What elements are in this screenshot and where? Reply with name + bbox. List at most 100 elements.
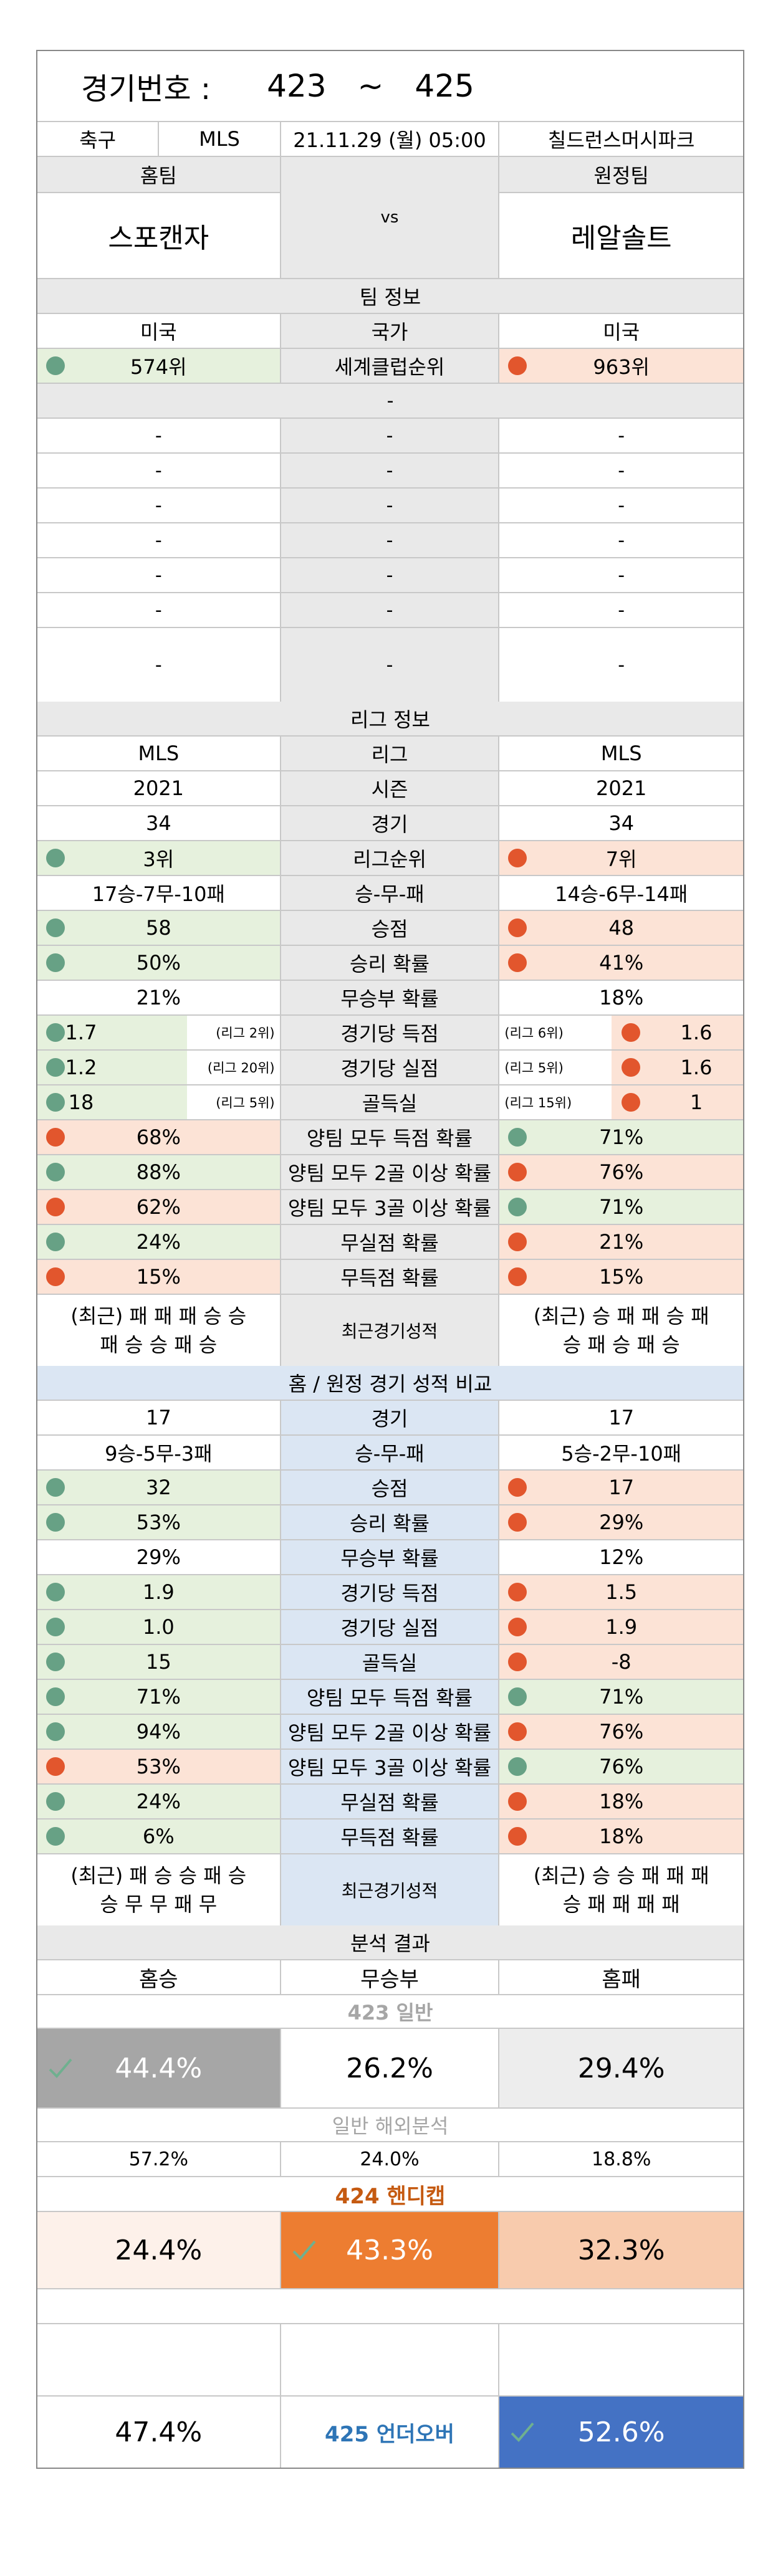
btts3-label: 양팀 모두 3골 이상 확률 <box>281 1190 500 1224</box>
home-cs: 24% <box>37 1785 281 1818</box>
match-number-row: 경기번호 : 423 ~ 425 <box>37 51 743 122</box>
overseas-row: 57.2% 24.0% 18.8% <box>37 2142 743 2177</box>
away-country: 미국 <box>603 320 640 344</box>
general-home-win: 44.4% <box>37 2029 281 2107</box>
btts-label: 양팀 모두 득점 확률 <box>281 1680 500 1714</box>
handicap-draw-value: 43.3% <box>346 2234 433 2266</box>
btts3-row: 62% 양팀 모두 3골 이상 확률 71% <box>37 1190 743 1225</box>
match-number-from: 423 <box>267 68 327 104</box>
away-world-rank: 963위 <box>499 349 743 383</box>
handicap-row: 24.4% 43.3% 32.3% <box>37 2212 743 2289</box>
away-points: 17 <box>499 1471 743 1504</box>
bad-indicator-icon <box>622 1058 641 1077</box>
games-label: 경기 <box>281 1401 500 1434</box>
bad-indicator-icon <box>508 849 527 867</box>
win-rate-label: 승리 확률 <box>281 1505 500 1539</box>
analysis-section: 분석 결과 <box>37 1925 743 1960</box>
underover-title: 425 언더오버 <box>281 2397 500 2468</box>
home-gd: 15 <box>37 1645 281 1679</box>
good-indicator-icon <box>46 1618 65 1636</box>
general-home-loss: 29.4% <box>499 2029 743 2107</box>
handicap-title: 424 핸디캡 <box>335 2183 446 2209</box>
blank-row: --- <box>37 489 743 523</box>
away-ga: (리그 5위) 1.6 <box>499 1051 743 1084</box>
home-cs-value: 24% <box>136 1790 181 1813</box>
away-wdl: 14승-6무-14패 <box>499 876 743 910</box>
home-world-rank-value: 574위 <box>130 355 187 379</box>
league-info-section: 리그 정보 <box>37 702 743 737</box>
team-info-section: 팀 정보 <box>37 279 743 314</box>
cs-label: 무실점 확률 <box>281 1225 500 1259</box>
home-btts3: 62% <box>37 1190 281 1224</box>
away-gf: (리그 6위) 1.6 <box>499 1016 743 1049</box>
home-cs-value: 24% <box>136 1230 181 1254</box>
away-points-value: 17 <box>608 1476 635 1499</box>
home-wdl: 17승-7무-10패 <box>37 876 281 910</box>
blank-cell: - <box>281 489 500 522</box>
general-title-row: 423 일반 <box>37 1995 743 2029</box>
ga-label: 경기당 실점 <box>281 1610 500 1644</box>
home-country: 미국 <box>37 314 281 348</box>
blank-cell: - <box>37 454 281 487</box>
wdl-row: 17승-7무-10패 승-무-패 14승-6무-14패 <box>37 876 743 911</box>
overseas-title-row: 일반 해외분석 <box>37 2109 743 2142</box>
blank-row: --- <box>37 628 743 702</box>
away-season: 2021 <box>499 771 743 805</box>
away-team-label: 원정팀 <box>499 157 743 193</box>
homeaway-rows: 17 경기 17 9승-5무-3패 승-무-패 5승-2무-10패 32 승점 17 53% 승리 … <box>37 1401 743 1925</box>
blank-row: --- <box>37 454 743 489</box>
games-row: 34 경기 34 <box>37 806 743 841</box>
away-cs: 21% <box>499 1225 743 1259</box>
away-draw-rate: 18% <box>499 981 743 1014</box>
away-cs: 18% <box>499 1785 743 1818</box>
team-info-subheader-text: - <box>386 389 394 412</box>
btts-row: 68% 양팀 모두 득점 확률 71% <box>37 1120 743 1155</box>
good-indicator-icon <box>46 1023 65 1042</box>
team-info-subheader: - <box>37 384 743 419</box>
bad-indicator-icon <box>508 1583 527 1601</box>
ga-row: 1.0 경기당 실점 1.9 <box>37 1610 743 1645</box>
away-win-rate-value: 29% <box>599 1510 644 1534</box>
overseas-draw: 24.0% <box>281 2142 500 2176</box>
analysis-title: 분석 결과 <box>350 1932 430 1955</box>
away-cs-value: 21% <box>599 1230 644 1254</box>
blank-cell: - <box>281 419 500 452</box>
away-btts2-value: 76% <box>599 1160 644 1184</box>
btts-label: 양팀 모두 득점 확률 <box>281 1120 500 1154</box>
spacer-cell <box>37 2289 743 2323</box>
good-indicator-icon <box>46 849 65 867</box>
bad-indicator-icon <box>46 1198 65 1216</box>
home-cs: 24% <box>37 1225 281 1259</box>
good-indicator-icon <box>46 1722 65 1741</box>
away-season-value: 2021 <box>595 776 647 800</box>
home-world-rank: 574위 <box>37 349 281 383</box>
away-fts-value: 15% <box>599 1265 644 1289</box>
home-btts2: 94% <box>37 1715 281 1748</box>
match-number-tilde: ~ <box>357 68 384 104</box>
over-value-text: 52.6% <box>577 2416 665 2448</box>
home-gf: 1.9 <box>37 1575 281 1609</box>
home-season: 2021 <box>37 771 281 805</box>
home-team-label: 홈팀 <box>37 157 280 193</box>
home-fts-value: 6% <box>142 1825 175 1848</box>
fts-row: 15% 무득점 확률 15% <box>37 1260 743 1295</box>
home-points: 32 <box>37 1471 281 1504</box>
bad-indicator-icon <box>508 1792 527 1811</box>
away-ga-value: 1.9 <box>605 1615 638 1639</box>
match-number-label: 경기번호 : <box>81 72 211 107</box>
home-btts3-value: 62% <box>136 1195 181 1219</box>
recent-label: 최근경기성적 <box>281 1854 500 1925</box>
blank-cell: - <box>618 494 625 517</box>
home-btts2: 88% <box>37 1155 281 1189</box>
away-win-rate-value: 41% <box>599 951 644 975</box>
draw-rate-label: 무승부 확률 <box>281 1540 500 1574</box>
away-games: 34 <box>499 806 743 840</box>
home-win-rate-value: 53% <box>136 1510 181 1534</box>
home-games: 17 <box>37 1401 281 1434</box>
home-rank-bg <box>187 1016 280 1049</box>
away-gd-value: 1 <box>689 1090 703 1114</box>
draw-rate-label: 무승부 확률 <box>281 981 500 1014</box>
